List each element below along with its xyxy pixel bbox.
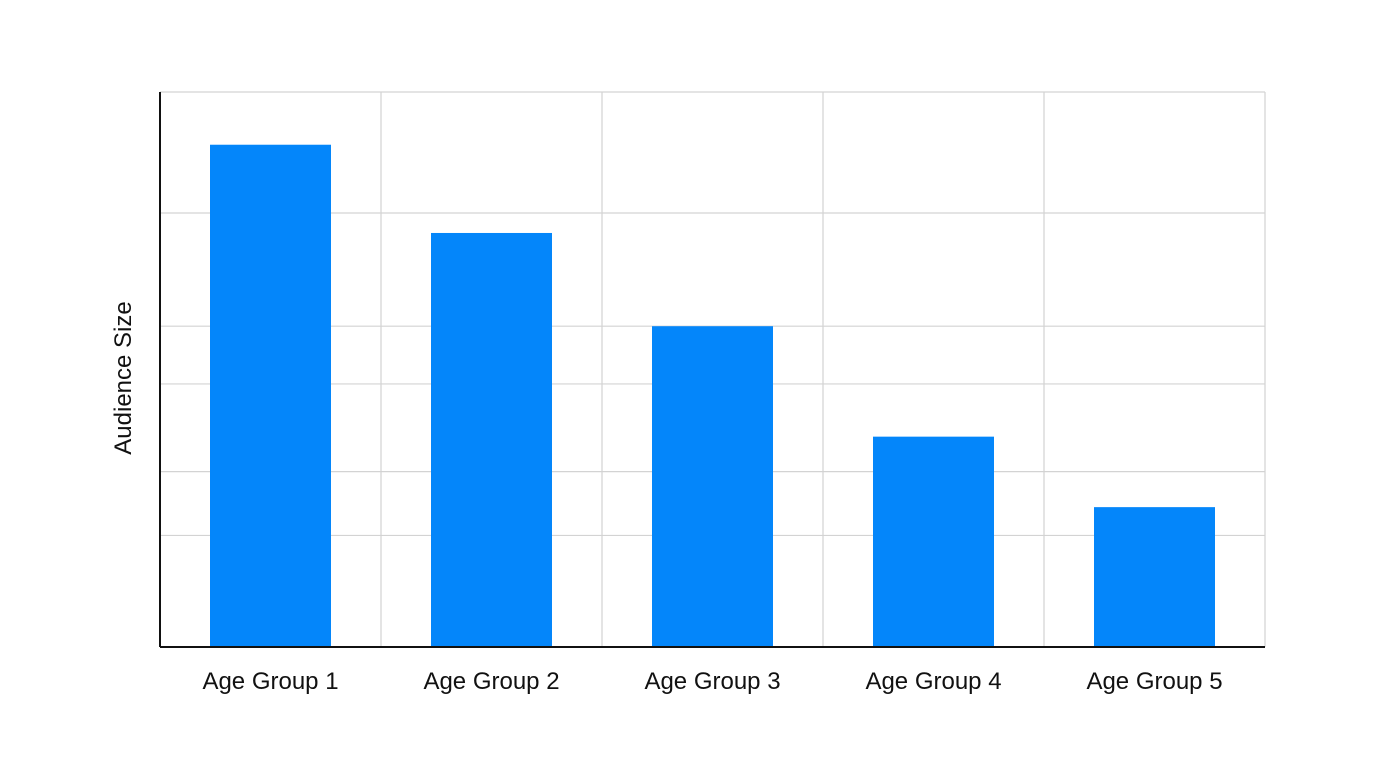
bar-5 (1094, 507, 1215, 647)
x-tick-labels: Age Group 1 Age Group 2 Age Group 3 Age Gro… (202, 668, 1222, 695)
grid-layer (160, 91, 1266, 647)
y-axis-title: Audience Size (110, 301, 137, 454)
axes (159, 92, 1265, 648)
bar-2 (431, 232, 552, 647)
x-tick-label: Age Group 4 (865, 668, 1001, 695)
bars (210, 144, 1215, 647)
x-tick-label: Age Group 2 (423, 668, 559, 695)
x-tick-label: Age Group 3 (644, 668, 780, 695)
bar-3 (652, 326, 773, 647)
bar-1 (210, 144, 331, 647)
bar-4 (873, 436, 994, 647)
x-tick-label: Age Group 5 (1086, 668, 1222, 695)
x-tick-label: Age Group 1 (202, 668, 338, 695)
